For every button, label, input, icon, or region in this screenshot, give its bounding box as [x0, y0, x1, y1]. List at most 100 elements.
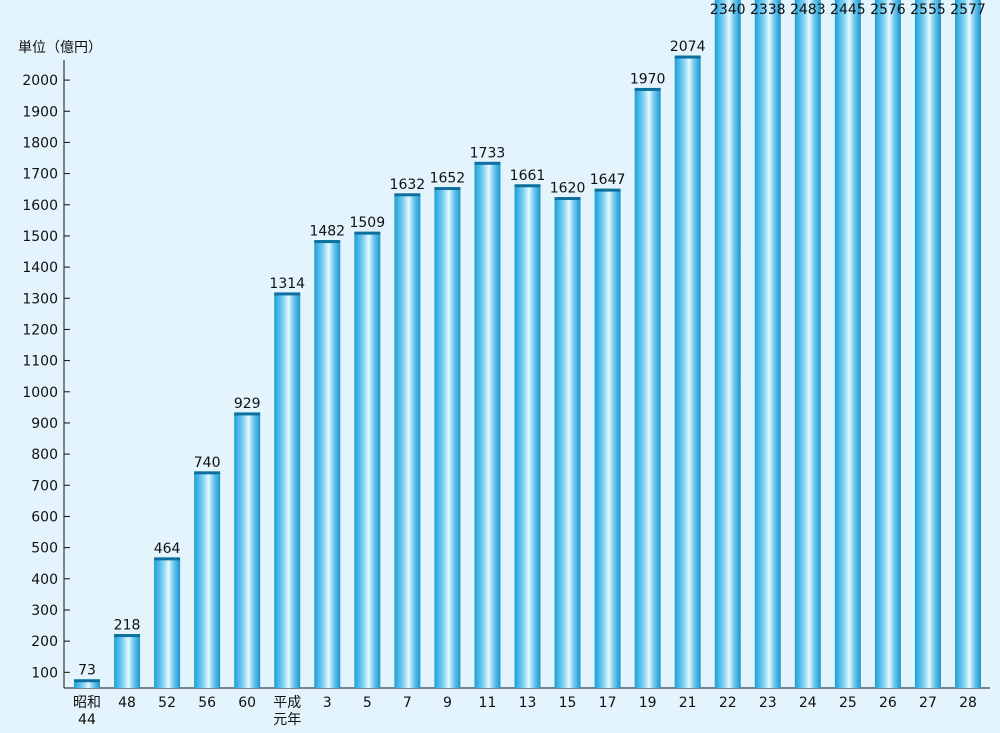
y-tick-label: 1300 — [22, 291, 58, 307]
x-tick-label: 元年 — [273, 712, 301, 728]
bar — [114, 635, 141, 688]
bar — [674, 57, 701, 688]
x-tick-label: 48 — [118, 695, 136, 711]
value-label: 1632 — [390, 177, 426, 193]
y-tick-label: 500 — [31, 541, 58, 557]
bar-cap — [594, 188, 621, 192]
x-tick-label: 27 — [919, 695, 937, 711]
x-tick-label: 19 — [639, 695, 657, 711]
bar — [434, 188, 461, 689]
bar-cap — [194, 471, 221, 475]
value-label: 2338 — [750, 2, 786, 18]
x-tick-label: 15 — [559, 695, 577, 711]
value-label: 2445 — [830, 2, 866, 18]
bar-cap — [634, 87, 661, 91]
bar — [794, 0, 821, 689]
value-label: 2576 — [870, 2, 906, 18]
y-tick-label: 1800 — [22, 135, 58, 151]
x-tick-label: 昭和 — [73, 695, 101, 711]
bar — [394, 194, 421, 689]
value-label: 2074 — [670, 39, 706, 55]
bar — [354, 233, 381, 688]
y-tick-label: 1500 — [22, 229, 58, 245]
bar — [474, 163, 501, 688]
bar-cap — [474, 161, 501, 165]
value-label: 1509 — [349, 215, 385, 231]
y-tick-label: 1100 — [22, 354, 58, 370]
x-tick-label: 23 — [759, 695, 777, 711]
x-tick-label: 平成 — [273, 695, 301, 711]
x-tick-label: 7 — [403, 695, 412, 711]
value-label: 1652 — [430, 171, 466, 187]
y-tick-label: 100 — [31, 665, 58, 681]
bar — [914, 0, 941, 689]
value-label: 740 — [194, 455, 221, 471]
y-tick-label: 1200 — [22, 322, 58, 338]
bar — [554, 198, 581, 688]
y-tick-label: 200 — [31, 634, 58, 650]
y-tick-label: 1000 — [22, 385, 58, 401]
x-tick-label: 24 — [799, 695, 817, 711]
bar — [594, 190, 621, 688]
bar-cap — [514, 184, 541, 188]
value-label: 1733 — [470, 145, 506, 161]
bar-cap — [274, 292, 301, 296]
y-tick-label: 400 — [31, 572, 58, 588]
bar — [194, 472, 221, 688]
x-tick-label: 22 — [719, 695, 737, 711]
x-tick-label: 60 — [238, 695, 256, 711]
y-tick-label: 2000 — [22, 73, 58, 89]
bar — [154, 558, 181, 688]
bar-cap — [434, 187, 461, 191]
value-label: 1620 — [550, 181, 586, 197]
x-tick-label: 44 — [78, 712, 96, 728]
bar — [514, 185, 541, 689]
y-tick-label: 1400 — [22, 260, 58, 276]
value-label: 2577 — [950, 2, 986, 18]
bar-cap — [234, 412, 261, 416]
value-label: 1482 — [309, 224, 345, 240]
bar — [234, 413, 261, 688]
value-label: 2340 — [710, 2, 746, 18]
bar-cap — [74, 679, 100, 683]
bar-cap — [154, 557, 181, 561]
x-tick-label: 11 — [479, 695, 497, 711]
bar-cap — [114, 634, 141, 638]
bar — [874, 0, 901, 689]
x-tick-label: 28 — [959, 695, 977, 711]
value-label: 2555 — [910, 2, 946, 18]
bar-cap — [554, 197, 581, 201]
x-tick-label: 5 — [363, 695, 372, 711]
bar — [74, 680, 100, 688]
value-label: 218 — [114, 618, 141, 634]
x-tick-label: 56 — [198, 695, 216, 711]
value-label: 2483 — [790, 2, 826, 18]
value-label: 464 — [154, 541, 181, 557]
value-label: 929 — [234, 396, 261, 412]
y-tick-label: 1700 — [22, 167, 58, 183]
bar — [714, 0, 741, 689]
bar — [314, 241, 341, 688]
x-tick-label: 21 — [679, 695, 697, 711]
bar — [834, 0, 861, 689]
y-tick-label: 900 — [31, 416, 58, 432]
value-label: 1970 — [630, 71, 666, 87]
y-tick-label: 600 — [31, 509, 58, 525]
y-tick-label: 800 — [31, 447, 58, 463]
y-tick-label: 700 — [31, 478, 58, 494]
x-tick-label: 17 — [599, 695, 617, 711]
y-axis-ticks: 100 200 300 400 500 600 700 800 900 1000 1100 1200 1… — [22, 73, 70, 681]
value-label: 1647 — [590, 172, 626, 188]
bar — [955, 0, 981, 688]
x-tick-label: 9 — [443, 695, 452, 711]
value-label: 1314 — [269, 276, 305, 292]
x-tick-label: 52 — [158, 695, 176, 711]
bar — [754, 0, 781, 688]
y-tick-label: 300 — [31, 603, 58, 619]
bar — [274, 293, 301, 688]
bar-cap — [674, 55, 701, 59]
x-tick-label: 13 — [519, 695, 537, 711]
